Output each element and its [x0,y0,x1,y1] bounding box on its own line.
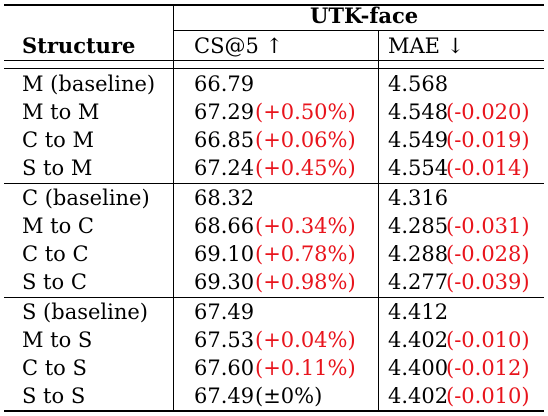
header-rule [4,60,544,61]
mae-cell: 4.568 [388,72,449,96]
cs5-cell: 66.79 [194,72,255,96]
mae-delta-cell: (-0.020) [446,100,530,124]
cs5-cell: 67.53 [194,328,255,352]
mae-cell: 4.316 [388,186,449,210]
structure-cell: C to S [22,356,87,380]
cs5-delta-cell: (+0.06%) [255,128,356,152]
structure-cell: C to M [22,128,95,152]
structure-cell: M to M [22,100,100,124]
group-header-rule [174,30,544,31]
group-separator-1 [4,183,544,184]
cs5-cell: 67.24 [194,156,255,180]
mae-delta-cell: (-0.039) [446,270,530,294]
cs5-delta-cell: (+0.45%) [255,156,356,180]
cs5-delta-cell: (+0.78%) [255,242,356,266]
cs5-delta-cell: (+0.98%) [255,270,356,294]
mae-delta-cell: (-0.031) [446,214,530,238]
column-header-mae: MAE ↓ [388,34,465,58]
cs5-cell: 67.49 [194,384,255,408]
top-rule [4,4,544,6]
mae-cell: 4.288 [388,242,449,266]
mae-cell: 4.548 [388,100,449,124]
mae-delta-cell: (-0.028) [446,242,530,266]
group-header-utk-face: UTK-face [310,3,419,28]
cs5-delta-cell: (±0%) [255,384,323,408]
mae-delta-cell: (-0.010) [446,384,530,408]
column-divider-structure [173,4,174,412]
mae-cell: 4.402 [388,384,449,408]
cs5-cell: 67.60 [194,356,255,380]
cs5-delta-cell: (+0.11%) [255,356,356,380]
mae-cell: 4.412 [388,300,449,324]
bottom-rule [4,410,544,412]
mae-delta-cell: (-0.019) [446,128,530,152]
structure-cell: M to S [22,328,93,352]
structure-cell: M (baseline) [22,72,156,96]
structure-cell: S to M [22,156,93,180]
cs5-cell: 69.30 [194,270,255,294]
column-header-structure: Structure [22,33,136,58]
cs5-delta-cell: (+0.50%) [255,100,356,124]
structure-cell: C (baseline) [22,186,150,210]
mae-delta-cell: (-0.012) [446,356,530,380]
cs5-cell: 66.85 [194,128,255,152]
column-header-cs5: CS@5 ↑ [194,34,284,58]
structure-cell: S to S [22,384,86,408]
mae-cell: 4.400 [388,356,449,380]
mae-delta-cell: (-0.010) [446,328,530,352]
cs5-cell: 69.10 [194,242,255,266]
mae-cell: 4.277 [388,270,449,294]
cs5-delta-cell: (+0.34%) [255,214,356,238]
structure-cell: S (baseline) [22,300,148,324]
cs5-cell: 67.49 [194,300,255,324]
cs5-cell: 68.32 [194,186,255,210]
structure-cell: C to C [22,242,89,266]
column-divider-metric [378,30,379,412]
cs5-delta-cell: (+0.04%) [255,328,356,352]
mae-cell: 4.285 [388,214,449,238]
mae-cell: 4.549 [388,128,449,152]
header-rule-second [4,68,544,69]
structure-cell: S to C [22,270,87,294]
mae-delta-cell: (-0.014) [446,156,530,180]
mae-cell: 4.402 [388,328,449,352]
structure-cell: M to C [22,214,95,238]
group-separator-2 [4,297,544,298]
mae-cell: 4.554 [388,156,449,180]
cs5-cell: 67.29 [194,100,255,124]
cs5-cell: 68.66 [194,214,255,238]
